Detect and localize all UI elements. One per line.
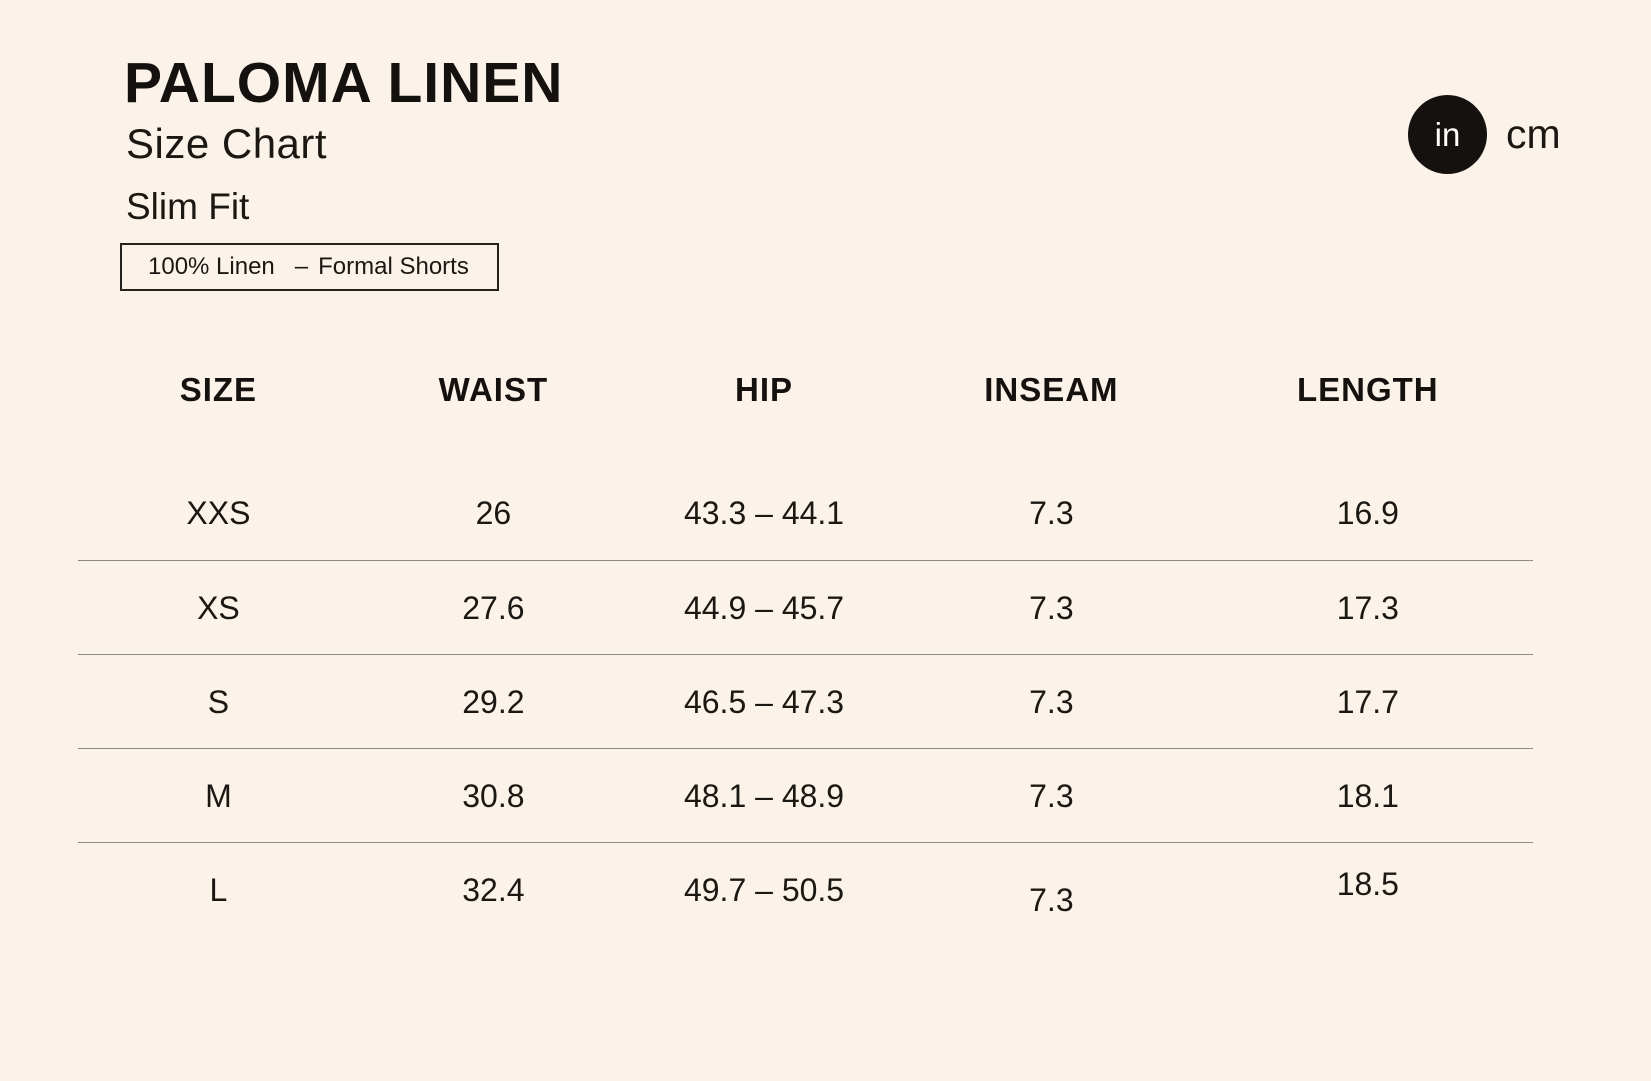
fit-label: Slim Fit [126, 186, 250, 227]
table-cell: 32.4 [462, 871, 525, 908]
column-header-waist: WAIST [438, 370, 549, 408]
size-table: SIZE WAIST HIP INSEAM LENGTH XXS 26 43.3 – 44.… [78, 350, 1533, 936]
table-cell: 30.8 [462, 777, 525, 814]
table-row-m: M 30.8 48.1 – 48.9 7.3 18.1 [78, 748, 1533, 842]
table-cell: L [209, 871, 228, 908]
table-cell: 18.1 [1336, 777, 1399, 814]
table-row-l: L 32.4 49.7 – 50.5 7.3 18.5 [78, 842, 1533, 936]
table-cell: 46.5 – 47.3 [683, 683, 845, 720]
table-row-xs: XS 27.6 44.9 – 45.7 7.3 17.3 [78, 560, 1533, 654]
table-cell: M [205, 777, 232, 814]
product-category-label: Formal Shorts [318, 253, 469, 280]
table-cell: 44.9 – 45.7 [683, 589, 845, 626]
table-cell: 48.1 – 48.9 [683, 777, 845, 814]
column-header-hip: HIP [735, 370, 794, 408]
column-header-size: SIZE [179, 370, 258, 408]
page-title: PALOMA LINEN [124, 51, 564, 115]
table-cell: 7.3 [1029, 777, 1074, 814]
table-cell: 17.3 [1336, 589, 1399, 626]
chip-separator: – [294, 253, 309, 280]
unit-cm-button[interactable]: cm [1506, 111, 1561, 157]
table-cell: 7.3 [1029, 881, 1074, 918]
fabric-material-label: 100% Linen [148, 253, 275, 280]
table-cell: 27.6 [462, 589, 525, 626]
table-cell: 17.7 [1336, 683, 1399, 720]
table-cell: 49.7 – 50.5 [683, 871, 845, 908]
column-header-length: LENGTH [1296, 370, 1439, 408]
table-cell: 7.3 [1029, 589, 1074, 626]
table-cell: 7.3 [1029, 683, 1074, 720]
size-chart-subtitle: Size Chart [126, 120, 328, 167]
unit-toggle: in cm [1408, 95, 1561, 174]
table-row-xxs: XXS 26 43.3 – 44.1 7.3 16.9 [78, 466, 1533, 560]
table-cell: 43.3 – 44.1 [683, 495, 845, 531]
table-cell: 7.3 [1029, 495, 1074, 531]
table-body: XXS 26 43.3 – 44.1 7.3 16.9 XS 27.6 44.9 – 45.7… [78, 466, 1533, 936]
table-header-row: SIZE WAIST HIP INSEAM LENGTH [78, 350, 1533, 428]
unit-inches-button[interactable]: in [1408, 95, 1487, 174]
table-cell: XS [197, 589, 240, 626]
fabric-category-chip: 100% Linen – Formal Shorts [120, 243, 499, 291]
table-row-s: S 29.2 46.5 – 47.3 7.3 17.7 [78, 654, 1533, 748]
table-cell: S [207, 683, 230, 720]
table-cell: 18.5 [1336, 865, 1399, 902]
table-cell: 16.9 [1336, 495, 1399, 531]
table-cell: 26 [475, 495, 512, 531]
table-cell: XXS [186, 495, 251, 531]
column-header-inseam: INSEAM [984, 370, 1119, 408]
table-cell: 29.2 [462, 683, 525, 720]
